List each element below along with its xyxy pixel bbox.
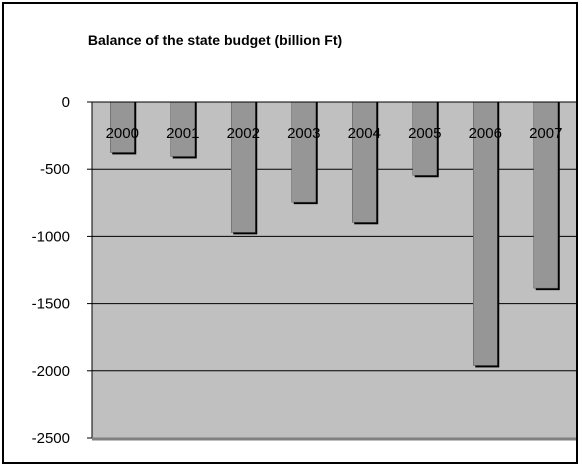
y-tick-label: -2500 (32, 430, 70, 447)
bar (231, 101, 256, 233)
bar (291, 101, 316, 203)
y-tick-label: -2000 (32, 363, 70, 380)
bar (412, 101, 437, 176)
x-tick-label: 2001 (166, 125, 199, 142)
bar (473, 101, 498, 366)
x-tick-label: 2002 (227, 125, 260, 142)
bar (170, 101, 195, 157)
bar (352, 101, 377, 223)
y-tick-label: 0 (62, 94, 70, 111)
x-tick-label: 2005 (408, 125, 441, 142)
y-tick-label: -1000 (32, 228, 70, 245)
x-tick-label: 2006 (469, 125, 502, 142)
y-tick-label: -500 (40, 161, 70, 178)
x-tick-label: 2000 (106, 125, 139, 142)
x-tick-label: 2004 (348, 125, 381, 142)
y-tick-label: -1500 (32, 296, 70, 313)
x-tick-label: 2007 (529, 125, 562, 142)
bar (110, 101, 135, 153)
plot-area (92, 102, 576, 438)
x-tick-label: 2003 (287, 125, 320, 142)
chart-title: Balance of the state budget (billion Ft) (87, 32, 343, 48)
bar (533, 101, 558, 289)
